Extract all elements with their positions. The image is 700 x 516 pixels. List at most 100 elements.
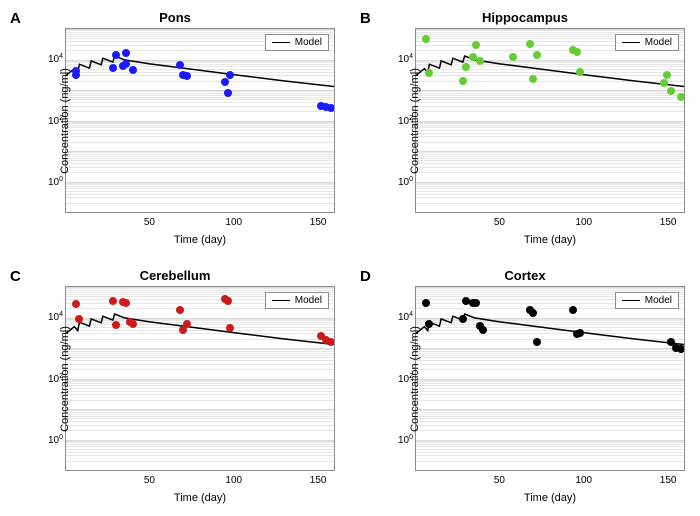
y-tick-label: 104 <box>35 311 63 323</box>
panel-pons: APonsModel10010210450100150Concentration… <box>10 10 340 248</box>
data-point <box>459 315 467 323</box>
data-point <box>576 329 584 337</box>
x-axis-label: Time (day) <box>415 492 685 504</box>
data-point <box>526 40 534 48</box>
data-point <box>425 69 433 77</box>
panel-hippocampus: BHippocampusModel10010210450100150Concen… <box>360 10 690 248</box>
data-point <box>122 49 130 57</box>
data-point <box>75 315 83 323</box>
data-point <box>479 326 487 334</box>
legend-label: Model <box>645 37 672 48</box>
legend: Model <box>265 34 329 51</box>
y-axis-label: Concentration (ng/ml) <box>59 68 71 174</box>
legend: Model <box>615 34 679 51</box>
y-tick-label: 100 <box>385 434 413 446</box>
x-tick-label: 150 <box>660 217 677 228</box>
x-tick-label: 100 <box>225 475 242 486</box>
model-curve <box>66 29 334 212</box>
y-axis-label: Concentration (ng/ml) <box>409 326 421 432</box>
data-point <box>183 72 191 80</box>
data-point <box>459 77 467 85</box>
data-point <box>226 324 234 332</box>
plot-area: Model <box>415 28 685 213</box>
plot-area: Model <box>65 286 335 471</box>
x-axis-label: Time (day) <box>65 234 335 246</box>
data-point <box>224 297 232 305</box>
y-tick-label: 104 <box>385 311 413 323</box>
data-point <box>327 338 335 346</box>
data-point <box>529 75 537 83</box>
x-tick-label: 50 <box>144 475 155 486</box>
data-point <box>472 41 480 49</box>
x-axis-label: Time (day) <box>65 492 335 504</box>
legend-label: Model <box>295 37 322 48</box>
x-tick-label: 150 <box>660 475 677 486</box>
panel-title: Cortex <box>360 268 690 283</box>
x-tick-label: 100 <box>575 475 592 486</box>
legend: Model <box>265 292 329 309</box>
x-tick-label: 150 <box>310 217 327 228</box>
legend-line-icon <box>272 300 290 301</box>
data-point <box>422 299 430 307</box>
data-point <box>677 345 685 353</box>
data-point <box>509 53 517 61</box>
y-tick-label: 104 <box>385 53 413 65</box>
model-curve <box>416 287 684 470</box>
y-axis-label: Concentration (ng/ml) <box>59 326 71 432</box>
x-tick-label: 50 <box>494 217 505 228</box>
x-tick-label: 100 <box>225 217 242 228</box>
x-tick-label: 150 <box>310 475 327 486</box>
data-point <box>677 93 685 101</box>
data-point <box>176 306 184 314</box>
data-point <box>422 35 430 43</box>
data-point <box>224 89 232 97</box>
y-tick-label: 100 <box>35 434 63 446</box>
legend: Model <box>615 292 679 309</box>
data-point <box>660 79 668 87</box>
data-point <box>663 71 671 79</box>
data-point <box>112 51 120 59</box>
y-tick-label: 100 <box>385 176 413 188</box>
legend-line-icon <box>622 300 640 301</box>
data-point <box>472 299 480 307</box>
model-curve <box>66 287 334 470</box>
data-point <box>576 68 584 76</box>
panel-cerebellum: CCerebellumModel10010210450100150Concent… <box>10 268 340 506</box>
y-tick-label: 100 <box>35 176 63 188</box>
data-point <box>667 87 675 95</box>
y-tick-label: 104 <box>35 53 63 65</box>
legend-label: Model <box>295 295 322 306</box>
data-point <box>529 309 537 317</box>
plot-area: Model <box>415 286 685 471</box>
x-tick-label: 50 <box>144 217 155 228</box>
legend-line-icon <box>622 42 640 43</box>
data-point <box>109 297 117 305</box>
data-point <box>462 63 470 71</box>
panel-title: Cerebellum <box>10 268 340 283</box>
panel-cortex: DCortexModel10010210450100150Concentrati… <box>360 268 690 506</box>
data-point <box>72 67 80 75</box>
data-point <box>533 338 541 346</box>
plot-area: Model <box>65 28 335 213</box>
x-tick-label: 100 <box>575 217 592 228</box>
model-curve <box>416 29 684 212</box>
data-point <box>129 320 137 328</box>
panel-title: Pons <box>10 10 340 25</box>
data-point <box>176 61 184 69</box>
data-point <box>226 71 234 79</box>
y-axis-label: Concentration (ng/ml) <box>409 68 421 174</box>
data-point <box>425 320 433 328</box>
x-tick-label: 50 <box>494 475 505 486</box>
data-point <box>327 104 335 112</box>
data-point <box>221 78 229 86</box>
data-point <box>109 64 117 72</box>
legend-label: Model <box>645 295 672 306</box>
data-point <box>72 300 80 308</box>
legend-line-icon <box>272 42 290 43</box>
data-point <box>573 48 581 56</box>
figure-grid: APonsModel10010210450100150Concentration… <box>0 0 700 516</box>
data-point <box>476 57 484 65</box>
data-point <box>129 66 137 74</box>
data-point <box>112 321 120 329</box>
data-point <box>183 320 191 328</box>
